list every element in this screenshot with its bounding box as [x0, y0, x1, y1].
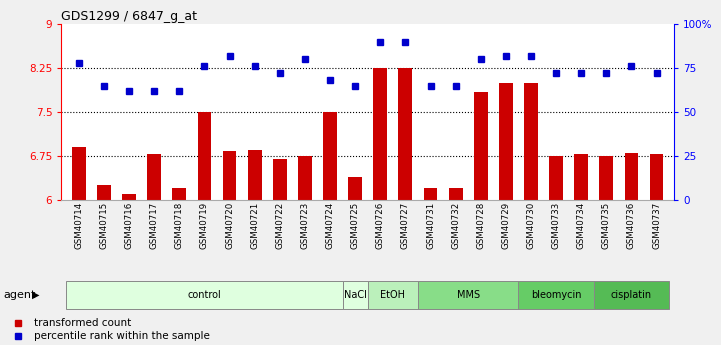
Bar	[72, 147, 86, 200]
Bar	[448, 188, 463, 200]
Text: GDS1299 / 6847_g_at: GDS1299 / 6847_g_at	[61, 10, 198, 23]
Text: GSM40718: GSM40718	[174, 202, 184, 249]
Text: GSM40728: GSM40728	[477, 202, 485, 249]
Bar	[624, 153, 638, 200]
Bar	[122, 194, 136, 200]
Text: ▶: ▶	[32, 290, 40, 300]
Text: GSM40732: GSM40732	[451, 202, 460, 249]
Bar	[97, 186, 111, 200]
Text: GSM40724: GSM40724	[326, 202, 335, 249]
Text: MMS: MMS	[456, 290, 479, 300]
Bar	[66, 281, 342, 309]
Text: GSM40721: GSM40721	[250, 202, 259, 249]
Text: EtOH: EtOH	[380, 290, 405, 300]
Text: GSM40733: GSM40733	[552, 202, 561, 249]
Bar	[298, 156, 311, 200]
Bar	[650, 154, 663, 200]
Bar	[273, 159, 287, 200]
Bar	[474, 92, 487, 200]
Text: GSM40736: GSM40736	[627, 202, 636, 249]
Bar	[147, 154, 161, 200]
Text: GSM40729: GSM40729	[501, 202, 510, 249]
Text: GSM40722: GSM40722	[275, 202, 284, 249]
Text: NaCl: NaCl	[344, 290, 366, 300]
Text: control: control	[187, 290, 221, 300]
Bar	[549, 156, 563, 200]
Text: GSM40726: GSM40726	[376, 202, 385, 249]
Bar	[172, 188, 186, 200]
Text: agent: agent	[4, 290, 36, 300]
Bar	[198, 112, 211, 200]
Text: GSM40731: GSM40731	[426, 202, 435, 249]
Bar	[348, 177, 362, 200]
Text: transformed count: transformed count	[35, 318, 131, 328]
Bar	[499, 83, 513, 200]
Bar	[373, 68, 387, 200]
Text: GSM40737: GSM40737	[652, 202, 661, 249]
Bar	[342, 281, 368, 309]
Text: GSM40720: GSM40720	[225, 202, 234, 249]
Text: GSM40730: GSM40730	[526, 202, 536, 249]
Text: GSM40714: GSM40714	[74, 202, 84, 249]
Bar	[575, 154, 588, 200]
Text: GSM40715: GSM40715	[99, 202, 108, 249]
Bar	[368, 281, 418, 309]
Bar	[424, 188, 438, 200]
Bar	[524, 83, 538, 200]
Text: percentile rank within the sample: percentile rank within the sample	[35, 331, 210, 341]
Bar	[594, 281, 669, 309]
Bar	[399, 68, 412, 200]
Text: GSM40723: GSM40723	[301, 202, 309, 249]
Text: GSM40716: GSM40716	[125, 202, 133, 249]
Text: GSM40734: GSM40734	[577, 202, 585, 249]
Text: GSM40719: GSM40719	[200, 202, 209, 249]
Bar	[518, 281, 594, 309]
Bar	[248, 150, 262, 200]
Text: cisplatin: cisplatin	[611, 290, 652, 300]
Bar	[599, 156, 614, 200]
Text: GSM40727: GSM40727	[401, 202, 410, 249]
Text: GSM40717: GSM40717	[150, 202, 159, 249]
Bar	[223, 151, 236, 200]
Text: bleomycin: bleomycin	[531, 290, 581, 300]
Text: GSM40735: GSM40735	[602, 202, 611, 249]
Bar	[418, 281, 518, 309]
Bar	[323, 112, 337, 200]
Text: GSM40725: GSM40725	[350, 202, 360, 249]
